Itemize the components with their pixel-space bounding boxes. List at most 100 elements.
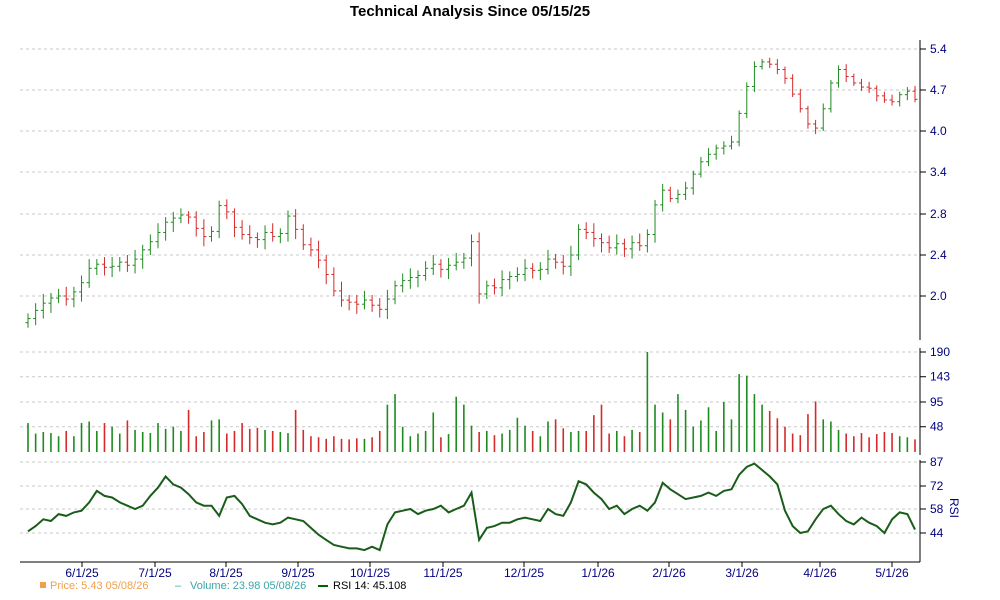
ohlc-bar xyxy=(270,223,276,242)
ohlc-bar xyxy=(568,245,574,277)
ohlc-bar xyxy=(675,189,681,204)
ohlc-bar xyxy=(858,78,864,91)
volume-tick-label: 143 xyxy=(930,370,950,384)
x-axis-ticks: 6/1/25 7/1/25 8/1/25 9/1/25 10/1/25 11/1/25 12… xyxy=(65,562,909,580)
legend-volume-marker: – xyxy=(175,580,182,592)
price-tick-label: 5.4 xyxy=(930,42,947,56)
ohlc-bar xyxy=(40,293,46,319)
ohlc-bar xyxy=(392,280,398,305)
price-tick-label: 3.4 xyxy=(930,165,947,179)
ohlc-bar xyxy=(71,286,77,308)
ohlc-bar xyxy=(706,148,712,167)
ohlc-bar xyxy=(155,223,161,249)
ohlc-bar xyxy=(637,233,643,251)
ohlc-bar xyxy=(721,141,727,155)
ohlc-bar xyxy=(514,267,520,282)
rsi-tick-label: 87 xyxy=(930,455,944,469)
ohlc-bar xyxy=(759,58,765,70)
ohlc-bar xyxy=(560,255,566,275)
ohlc-bar xyxy=(583,222,589,240)
ohlc-bar xyxy=(132,249,138,274)
ohlc-bar xyxy=(476,232,482,304)
ohlc-bar xyxy=(124,255,130,272)
volume-bars xyxy=(27,352,916,452)
rsi-line xyxy=(27,462,916,552)
ohlc-bar xyxy=(308,237,314,257)
ohlc-bar xyxy=(33,303,39,326)
ohlc-bar xyxy=(277,228,283,244)
price-tick-label: 2.8 xyxy=(930,207,947,221)
ohlc-bar xyxy=(813,119,819,135)
ohlc-bar xyxy=(797,88,803,113)
ohlc-bar xyxy=(629,235,635,259)
rsi-axis-label: RSI xyxy=(947,498,961,518)
ohlc-bar xyxy=(415,270,421,288)
ohlc-bar xyxy=(751,61,757,93)
ohlc-bar xyxy=(316,240,322,269)
ohlc-bar xyxy=(805,105,811,129)
rsi-y-ticks: 44 58 72 87 xyxy=(920,455,944,540)
ohlc-bar xyxy=(209,226,215,242)
ohlc-bar xyxy=(713,144,719,160)
ohlc-bar xyxy=(499,270,505,296)
ohlc-bar xyxy=(56,288,62,304)
ohlc-bar xyxy=(407,268,413,289)
ohlc-bar xyxy=(461,252,467,269)
ohlc-bar xyxy=(377,298,383,318)
price-tick-label: 4.7 xyxy=(930,83,947,97)
ohlc-bar xyxy=(736,110,742,147)
ohlc-bar xyxy=(698,156,704,178)
x-tick-label: 4/1/26 xyxy=(803,566,837,580)
ohlc-bar xyxy=(193,211,199,237)
ohlc-bar xyxy=(186,211,192,224)
volume-panel-grid xyxy=(20,351,920,428)
price-panel-grid xyxy=(20,48,920,297)
volume-y-ticks: 48 95 143 190 xyxy=(920,345,950,434)
ohlc-bar xyxy=(117,257,123,272)
ohlc-bar xyxy=(109,257,115,278)
ohlc-bar xyxy=(94,259,100,275)
ohlc-bar xyxy=(836,65,842,88)
x-tick-label: 8/1/25 xyxy=(209,566,243,580)
volume-tick-label: 48 xyxy=(930,420,944,434)
ohlc-bar xyxy=(614,234,620,255)
x-tick-label: 3/1/26 xyxy=(725,566,759,580)
ohlc-bar xyxy=(843,64,849,83)
ohlc-bar xyxy=(361,290,367,310)
ohlc-bar xyxy=(522,259,528,282)
ohlc-bar xyxy=(644,229,650,253)
volume-tick-label: 190 xyxy=(930,345,950,359)
ohlc-bar xyxy=(507,271,513,290)
price-ohlc-bars xyxy=(25,57,918,328)
ohlc-bar xyxy=(79,275,85,302)
ohlc-bar xyxy=(262,225,268,250)
ohlc-bar xyxy=(331,267,337,296)
ohlc-bar xyxy=(820,103,826,131)
ohlc-bar xyxy=(484,280,490,300)
ohlc-bar xyxy=(774,58,780,75)
x-tick-label: 11/1/25 xyxy=(423,566,462,580)
ohlc-bar xyxy=(576,224,582,261)
ohlc-bar xyxy=(660,183,666,212)
ohlc-bar xyxy=(874,85,880,102)
legend-price: Price: 5.43 05/08/26 xyxy=(50,580,148,592)
chart-title: Technical Analysis Since 05/15/25 xyxy=(350,3,590,20)
ohlc-bar xyxy=(438,259,444,278)
volume-tick-label: 95 xyxy=(930,395,944,409)
price-y-ticks: 2.0 2.4 2.8 3.4 4.0 4.7 5.4 xyxy=(920,42,947,303)
ohlc-bar xyxy=(224,199,230,220)
ohlc-bar xyxy=(828,80,834,113)
ohlc-bar xyxy=(400,273,406,293)
legend-price-swatch xyxy=(40,582,46,588)
ohlc-bar xyxy=(553,253,559,269)
ohlc-bar xyxy=(591,223,597,247)
x-tick-label: 9/1/25 xyxy=(281,566,315,580)
ohlc-bar xyxy=(767,57,773,69)
ohlc-bar xyxy=(101,257,107,276)
x-tick-label: 5/1/26 xyxy=(875,566,909,580)
ohlc-bar xyxy=(254,232,260,248)
x-tick-label: 6/1/25 xyxy=(65,566,99,580)
legend: Price: 5.43 05/08/26 – Volume: 23.98 05/… xyxy=(40,580,406,592)
ohlc-bar xyxy=(897,91,903,107)
